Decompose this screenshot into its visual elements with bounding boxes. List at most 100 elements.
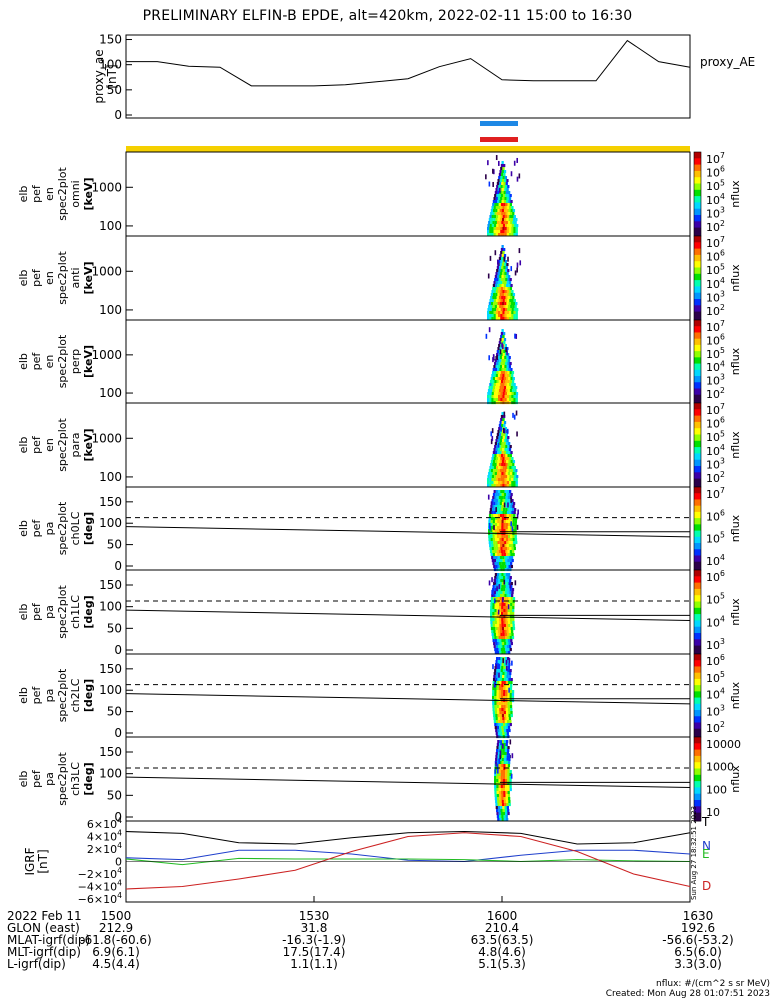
spectrogram-pixel: [509, 672, 512, 676]
colorbar-cell: [694, 695, 701, 699]
spectrogram-pixel: [506, 478, 510, 482]
spectrogram-streak: [491, 428, 494, 434]
spectrogram-pixel: [501, 684, 504, 688]
proxy-ytick-label: 100: [99, 58, 122, 72]
energy-panel-label: [keV]: [82, 177, 95, 210]
colorbar-cell: [694, 315, 701, 319]
colorbar-cell: [694, 743, 701, 746]
spectrogram-pixel: [499, 359, 502, 363]
colorbar-cell: [694, 509, 701, 513]
spectrogram-pixel: [500, 398, 503, 402]
spectrogram-pixel: [495, 729, 498, 733]
spectrogram-pixel: [488, 541, 491, 545]
spectrogram-pixel: [502, 233, 505, 237]
spectrogram-pixel: [502, 230, 505, 234]
spectrogram-pixel: [493, 365, 496, 369]
spectrogram-pixel: [508, 803, 511, 807]
spectrogram-pixel: [508, 675, 511, 679]
spectrogram-pixel: [499, 565, 503, 569]
colorbar-tick-label: 102: [706, 720, 725, 735]
colorbar-cell: [694, 489, 701, 492]
spectrogram-pixel: [496, 693, 499, 697]
colorbar-cell: [694, 415, 701, 419]
spectrogram-pixel: [494, 451, 498, 455]
spectrogram-pixel: [508, 565, 511, 569]
spectrogram-pixel: [510, 678, 513, 682]
spectrogram-pixel: [493, 281, 496, 285]
spectrogram-pixel: [504, 582, 507, 586]
spectrogram-pixel: [496, 523, 500, 527]
spectrogram-pixel: [504, 714, 507, 718]
energy-panel-label: pef: [30, 435, 43, 454]
colorbar-cell: [694, 349, 701, 352]
spectrogram-pixel: [505, 684, 508, 688]
spectrogram-pixel: [506, 484, 510, 488]
spectrogram-pixel: [494, 442, 498, 446]
colorbar-cell: [694, 242, 701, 245]
spectrogram-streak: [503, 411, 506, 417]
colorbar-cell: [694, 572, 701, 575]
spectrogram-pixel: [494, 305, 497, 309]
spectrogram-pixel: [509, 547, 512, 551]
spectrogram-pixel: [502, 669, 506, 673]
spectrogram-pixel: [505, 454, 508, 458]
spectrogram-pixel: [502, 779, 506, 783]
pitch-ytick-label: 50: [107, 788, 122, 802]
colorbar-cell: [694, 797, 701, 801]
colorbar-cell: [694, 753, 701, 757]
spectrogram-pixel: [511, 511, 514, 515]
spectrogram-pixel: [506, 806, 509, 810]
spectrogram-pixel: [498, 648, 501, 652]
colorbar-tick-label: 103: [706, 205, 725, 220]
spectrogram-pixel: [489, 481, 492, 485]
spectrogram-pixel: [489, 475, 492, 479]
spectrogram-pixel: [491, 395, 494, 399]
spectrogram-pixel: [512, 615, 515, 619]
spectrogram-pixel: [508, 538, 511, 542]
spectrogram-pixel: [501, 687, 504, 691]
spectrogram-streak: [497, 663, 499, 669]
spectrogram-streak: [490, 439, 493, 445]
spectrogram-pixel: [502, 194, 506, 198]
spectrogram-pixel: [502, 591, 505, 595]
spectrogram-pixel: [510, 600, 513, 604]
spectrogram-pixel: [504, 260, 508, 264]
spectrogram-streak: [510, 171, 513, 177]
spectrogram-streak: [494, 577, 497, 583]
spectrogram-pixel: [495, 627, 498, 631]
spectrogram-pixel: [506, 197, 509, 201]
spectrogram-pixel: [504, 630, 507, 634]
spectrogram-pixel: [498, 609, 502, 613]
spectrogram-pixel: [501, 761, 504, 765]
spectrogram-pixel: [498, 591, 501, 595]
spectrogram-pixel: [505, 550, 508, 554]
spectrogram-pixel: [508, 448, 512, 452]
colorbar-cell: [694, 737, 701, 740]
spectrogram-pixel: [492, 553, 496, 557]
spectrogram-pixel: [500, 167, 503, 171]
colorbar-cell: [694, 376, 701, 379]
colorbar-cell: [694, 760, 701, 763]
spectrogram-pixel: [509, 788, 512, 792]
spectrogram-pixel: [500, 353, 503, 357]
spectrogram-streak: [489, 255, 492, 261]
colorbar-cell: [694, 455, 701, 459]
pitch-ytick-label: 150: [99, 495, 122, 509]
spectrogram-pixel: [494, 797, 498, 801]
spectrogram-pixel: [497, 630, 501, 634]
spectrogram-pixel: [508, 758, 511, 762]
spectrogram-pixel: [500, 380, 504, 384]
spectrogram-pixel: [487, 311, 490, 315]
spectrogram-pixel: [498, 791, 502, 795]
spectrogram-pixel: [504, 299, 508, 303]
spectrogram-pixel: [490, 463, 493, 467]
energy-panel-label: elb: [17, 270, 30, 287]
spectrogram-pixel: [507, 529, 511, 533]
spectrogram-streak: [496, 355, 499, 361]
spectrogram-streak: [503, 256, 506, 262]
spectrogram-pixel: [497, 711, 500, 715]
spectrogram-pixel: [493, 714, 496, 718]
spectrogram-pixel: [495, 478, 499, 482]
spectrogram-streak: [502, 344, 504, 350]
colorbar-cell: [694, 457, 701, 461]
